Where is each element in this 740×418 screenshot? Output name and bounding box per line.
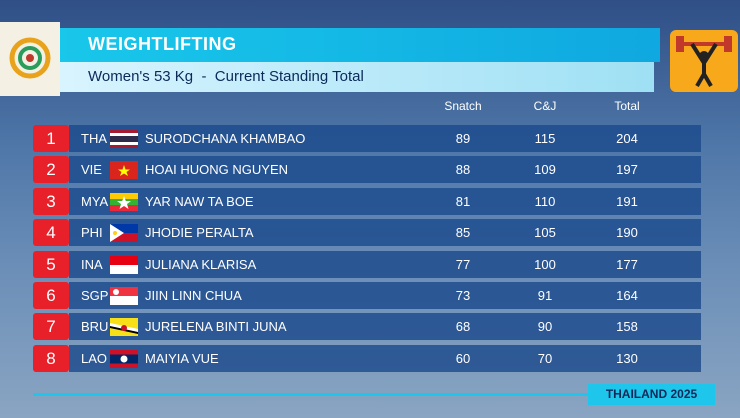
flag bbox=[110, 318, 138, 337]
snatch: 81 bbox=[455, 193, 471, 209]
column-header: C&J bbox=[533, 99, 557, 113]
standing-row: 1 THA SURODCHANA KHAMBAO 89 115 204 bbox=[33, 125, 701, 152]
total: 197 bbox=[616, 162, 638, 178]
snatch: 68 bbox=[455, 319, 471, 335]
bar-bg bbox=[69, 219, 701, 247]
flag-art bbox=[110, 255, 138, 274]
athlete-name: JHODIE PERALTA bbox=[145, 225, 254, 241]
snatch: 85 bbox=[455, 225, 471, 241]
rank: 6 bbox=[33, 282, 69, 309]
country-code: BRU bbox=[81, 319, 109, 335]
clean-jerk: 100 bbox=[534, 256, 556, 272]
flag-art bbox=[110, 130, 138, 148]
standing-row: 8 LAO MAIYIA VUE 60 70 130 bbox=[33, 344, 701, 372]
bar-bg bbox=[69, 313, 701, 341]
logo-art bbox=[9, 37, 51, 79]
bar-bg bbox=[69, 156, 701, 184]
flag-art bbox=[110, 161, 138, 180]
flag bbox=[110, 255, 138, 274]
athlete-name: JULIANA KLARISA bbox=[145, 256, 257, 272]
games-logo bbox=[0, 22, 60, 96]
flag-art bbox=[110, 224, 138, 243]
title: WEIGHTLIFTING bbox=[88, 34, 237, 54]
athlete-name: YAR NAW TA BOE bbox=[145, 193, 254, 209]
rank: 7 bbox=[33, 313, 69, 341]
total: 190 bbox=[616, 225, 638, 241]
standing-row: 3 MYA YAR NAW TA BOE 81 110 191 bbox=[33, 187, 701, 215]
flag-art bbox=[110, 318, 138, 337]
total: 130 bbox=[616, 350, 638, 366]
country-code: MYA bbox=[81, 193, 109, 209]
standing-row: 5 INA JULIANA KLARISA 77 100 177 bbox=[33, 250, 701, 278]
clean-jerk: 115 bbox=[534, 131, 556, 146]
athlete-name: JURELENA BINTI JUNA bbox=[145, 319, 287, 335]
snatch: 77 bbox=[455, 256, 471, 272]
rank: 4 bbox=[33, 219, 69, 247]
column-header: Snatch bbox=[444, 99, 482, 113]
footer-line bbox=[33, 393, 588, 396]
bar-bg bbox=[69, 125, 701, 152]
subtitle: Women's 53 Kg - Current Standing Total bbox=[88, 68, 364, 85]
total: 204 bbox=[616, 131, 638, 146]
flag-art bbox=[110, 349, 138, 368]
snatch: 60 bbox=[455, 350, 471, 366]
standing-row: 2 VIE HOAI HUONG NGUYEN 88 109 197 bbox=[33, 156, 701, 184]
flag-art bbox=[110, 192, 138, 211]
athlete-name: HOAI HUONG NGUYEN bbox=[145, 162, 289, 178]
bar-bg bbox=[69, 282, 701, 309]
total: 177 bbox=[616, 256, 638, 272]
clean-jerk: 105 bbox=[534, 225, 556, 241]
clean-jerk: 90 bbox=[537, 319, 553, 335]
flag bbox=[110, 161, 138, 180]
country-code: SGP bbox=[81, 288, 109, 303]
country-code: LAO bbox=[81, 350, 108, 366]
flag bbox=[110, 349, 138, 368]
snatch: 88 bbox=[455, 162, 471, 178]
total: 191 bbox=[616, 193, 638, 209]
rank: 3 bbox=[33, 187, 69, 215]
snatch: 89 bbox=[455, 131, 471, 146]
column-header: Total bbox=[614, 99, 640, 113]
athlete-name: MAIYIA VUE bbox=[145, 350, 219, 366]
country-code: THA bbox=[81, 131, 107, 146]
flag-art bbox=[110, 287, 138, 305]
standing-row: 6 SGP JIIN LINN CHUA 73 91 164 bbox=[33, 282, 701, 309]
bar-bg bbox=[69, 250, 701, 278]
rank: 8 bbox=[33, 344, 69, 372]
footer-label: THAILAND 2025 bbox=[588, 384, 715, 405]
flag bbox=[110, 130, 138, 148]
clean-jerk: 70 bbox=[537, 350, 553, 366]
total: 158 bbox=[616, 319, 638, 335]
country-code: INA bbox=[81, 256, 103, 272]
flag bbox=[110, 287, 138, 305]
subtitle-bar bbox=[60, 62, 654, 92]
weightlifter-icon bbox=[676, 36, 732, 88]
flag bbox=[110, 192, 138, 211]
snatch: 73 bbox=[455, 288, 471, 303]
clean-jerk: 110 bbox=[534, 193, 556, 209]
standing-row: 7 BRU JURELENA BINTI JUNA 68 90 158 bbox=[33, 313, 701, 341]
bar-bg bbox=[69, 344, 701, 372]
country-code: PHI bbox=[81, 225, 103, 241]
bar-bg bbox=[69, 187, 701, 215]
rank: 1 bbox=[33, 125, 69, 152]
clean-jerk: 109 bbox=[534, 162, 556, 178]
country-code: VIE bbox=[81, 162, 102, 178]
standing-row: 4 PHI JHODIE PERALTA 85 105 190 bbox=[33, 219, 701, 247]
athlete-name: JIIN LINN CHUA bbox=[145, 288, 242, 303]
title-bar bbox=[60, 28, 660, 62]
rank: 5 bbox=[33, 250, 69, 278]
clean-jerk: 91 bbox=[537, 288, 553, 303]
sport-icon bbox=[670, 30, 738, 92]
total: 164 bbox=[616, 288, 638, 303]
flag bbox=[110, 224, 138, 243]
rank: 2 bbox=[33, 156, 69, 184]
athlete-name: SURODCHANA KHAMBAO bbox=[145, 131, 306, 146]
